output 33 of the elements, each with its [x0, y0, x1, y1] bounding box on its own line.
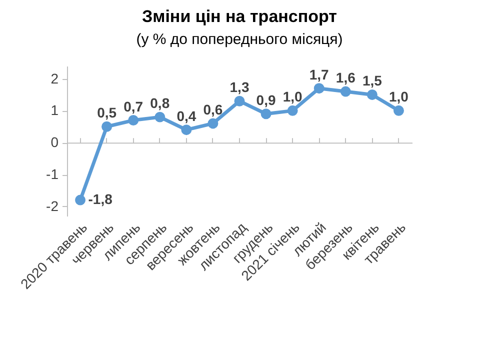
data-label: 1,0	[282, 88, 303, 105]
point	[287, 105, 298, 116]
data-label: 1,3	[230, 79, 250, 96]
data-label: 0,5	[97, 104, 117, 121]
data-label: 1,0	[388, 88, 409, 105]
data-label: 1,5	[362, 72, 382, 89]
chart-subtitle: (у % до попереднього місяця)	[136, 31, 343, 48]
y-tick-label: -1	[46, 166, 59, 182]
y-tick-label: 1	[50, 102, 59, 118]
data-label: 0,6	[203, 101, 223, 118]
point	[314, 83, 324, 94]
point	[340, 86, 351, 97]
point	[234, 96, 245, 106]
point	[181, 124, 192, 136]
y-tick-label: -2	[46, 198, 59, 214]
point	[128, 115, 139, 126]
data-label: 0,9	[256, 92, 276, 108]
data-label: 0,8	[150, 95, 170, 112]
point	[154, 112, 166, 122]
y-tick-label: 0	[50, 134, 59, 150]
point	[260, 108, 272, 120]
point	[393, 105, 404, 116]
point	[75, 194, 86, 206]
data-label: 0,7	[124, 98, 144, 114]
chart-title: Зміни цін на транспорт	[142, 7, 338, 26]
point	[208, 118, 218, 129]
data-label: 1,7	[309, 66, 330, 82]
data-label: 0,4	[176, 108, 196, 124]
y-tick-label: 2	[50, 70, 59, 86]
data-label: 1,6	[336, 70, 356, 86]
point	[102, 121, 112, 132]
point	[366, 89, 378, 100]
data-label: -1,8	[88, 191, 113, 208]
